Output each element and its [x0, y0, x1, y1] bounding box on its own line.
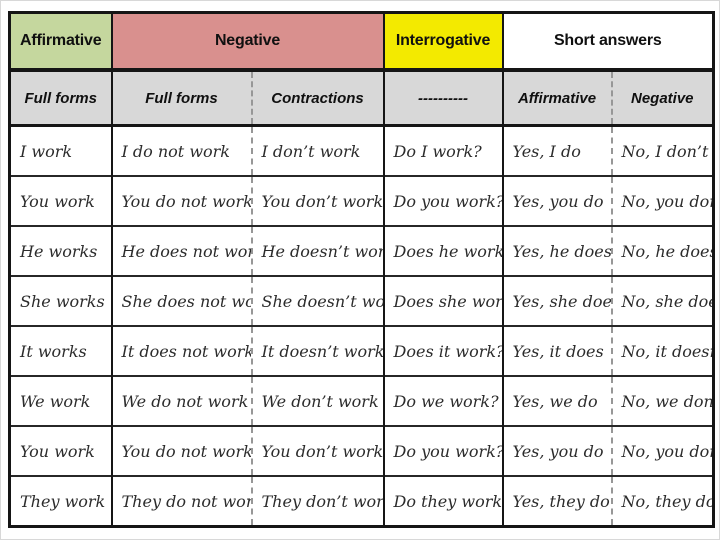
table-cell: Yes, we do — [501, 375, 612, 426]
table-row: You work You do not work You don’t work … — [9, 175, 714, 226]
table-cell: They work — [9, 475, 112, 527]
group-header-row: Affirmative Negative Interrogative Short… — [9, 12, 714, 72]
table-cell: No, they don’t — [610, 475, 714, 527]
table-cell: She doesn’t work — [250, 275, 384, 326]
table-cell: Yes, you do — [501, 175, 612, 226]
table-cell: You work — [9, 175, 112, 226]
header-affirmative: Affirmative — [9, 12, 112, 72]
table-cell: It does not work — [110, 325, 252, 376]
table-cell: It doesn’t work — [250, 325, 384, 376]
subheader-short-affirmative: Affirmative — [501, 70, 612, 127]
table-cell: No, we don’t — [610, 375, 714, 426]
table-cell: You don’t work — [250, 175, 384, 226]
table-cell: Yes, she does — [501, 275, 612, 326]
table-cell: Yes, you do — [501, 425, 612, 476]
table-cell: It works — [9, 325, 112, 376]
table-row: It works It does not work It doesn’t wor… — [9, 325, 714, 376]
table-row: You work You do not work You don’t work … — [9, 425, 714, 476]
table-row: We work We do not work We don’t work Do … — [9, 375, 714, 426]
table-cell: Do they work? — [382, 475, 503, 527]
table-cell: They do not work — [110, 475, 252, 527]
table-cell: Do you work? — [382, 425, 503, 476]
table-cell: We do not work — [110, 375, 252, 426]
table-row: He works He does not work He doesn’t wor… — [9, 225, 714, 276]
table-cell: He does not work — [110, 225, 252, 276]
table-cell: No, you don’t — [610, 425, 714, 476]
subheader-short-negative: Negative — [610, 70, 714, 127]
subheader-negative-full-forms: Full forms — [110, 70, 252, 127]
table-cell: I do not work — [110, 124, 252, 176]
table-cell: He works — [9, 225, 112, 276]
table-cell: Yes, it does — [501, 325, 612, 376]
table-cell: We don’t work — [250, 375, 384, 426]
subheader-affirmative-full-forms: Full forms — [9, 70, 112, 127]
table-cell: They don’t work — [250, 475, 384, 527]
table-cell: He doesn’t work — [250, 225, 384, 276]
table-cell: No, I don’t — [610, 124, 714, 176]
table-cell: Does it work? — [382, 325, 503, 376]
header-short-answers: Short answers — [501, 12, 714, 72]
table-cell: She does not work — [110, 275, 252, 326]
table-cell: No, you don’t — [610, 175, 714, 226]
table-cell: I work — [9, 124, 112, 176]
table-cell: Yes, he does — [501, 225, 612, 276]
table-cell: Do we work? — [382, 375, 503, 426]
table-cell: Yes, they do — [501, 475, 612, 527]
table-cell: You do not work — [110, 175, 252, 226]
table-row: I work I do not work I don’t work Do I w… — [9, 124, 714, 176]
subheader-negative-contractions: Contractions — [250, 70, 384, 127]
table-cell: I don’t work — [250, 124, 384, 176]
table-row: They work They do not work They don’t wo… — [9, 475, 714, 527]
table-cell: Yes, I do — [501, 124, 612, 176]
table-cell: No, it doesn’t — [610, 325, 714, 376]
table-cell: You don’t work — [250, 425, 384, 476]
table-cell: No, he doesn’t — [610, 225, 714, 276]
header-negative: Negative — [110, 12, 384, 72]
header-interrogative: Interrogative — [382, 12, 503, 72]
table-cell: You work — [9, 425, 112, 476]
table-cell: Does he work? — [382, 225, 503, 276]
table-cell: You do not work — [110, 425, 252, 476]
table-cell: Do you work? — [382, 175, 503, 226]
table-cell: No, she doesn’t — [610, 275, 714, 326]
table-cell: Does she work? — [382, 275, 503, 326]
table-cell: Do I work? — [382, 124, 503, 176]
verb-conjugation-table: Affirmative Negative Interrogative Short… — [8, 11, 716, 528]
table-row: She works She does not work She doesn’t … — [9, 275, 714, 326]
table-cell: She works — [9, 275, 112, 326]
subheader-interrogative-dashes: ---------- — [382, 70, 503, 127]
sub-header-row: Full forms Full forms Contractions -----… — [9, 70, 714, 127]
table-cell: We work — [9, 375, 112, 426]
